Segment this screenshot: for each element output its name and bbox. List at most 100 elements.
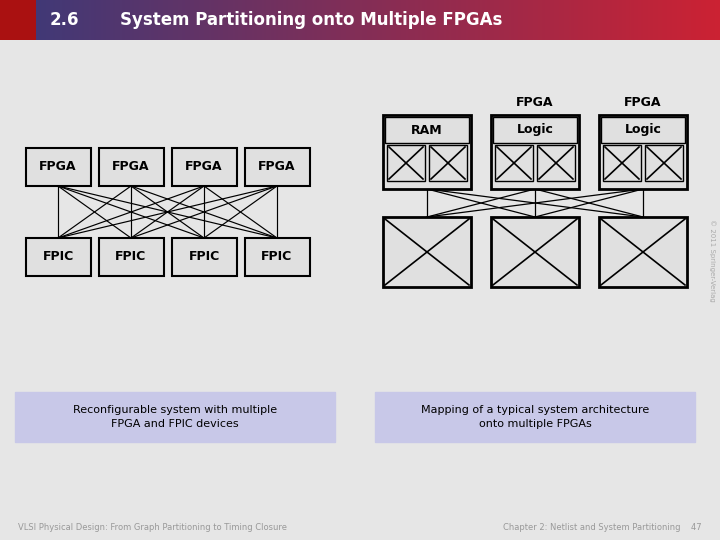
Bar bbox=[662, 0, 666, 40]
Bar bbox=[117, 0, 121, 40]
Bar bbox=[718, 0, 720, 40]
Bar bbox=[15, 392, 335, 442]
Bar bbox=[225, 0, 229, 40]
Bar bbox=[283, 0, 287, 40]
Bar bbox=[379, 0, 382, 40]
Bar bbox=[612, 0, 616, 40]
Bar bbox=[682, 0, 685, 40]
Bar bbox=[518, 0, 522, 40]
Bar bbox=[382, 0, 385, 40]
Bar bbox=[53, 0, 56, 40]
Bar bbox=[552, 0, 555, 40]
Bar bbox=[60, 0, 63, 40]
Bar bbox=[410, 0, 414, 40]
Bar bbox=[485, 0, 488, 40]
Bar bbox=[99, 148, 163, 186]
Bar bbox=[319, 0, 323, 40]
Bar bbox=[528, 0, 531, 40]
Bar bbox=[383, 217, 471, 287]
Bar bbox=[55, 0, 58, 40]
Bar bbox=[439, 0, 443, 40]
Bar bbox=[41, 0, 44, 40]
Bar bbox=[0, 0, 36, 40]
Bar bbox=[387, 0, 390, 40]
Bar bbox=[559, 0, 562, 40]
Bar bbox=[228, 0, 231, 40]
Bar bbox=[214, 0, 217, 40]
Bar bbox=[149, 0, 152, 40]
Bar bbox=[25, 238, 91, 276]
Bar bbox=[547, 0, 551, 40]
Bar bbox=[557, 0, 560, 40]
Bar bbox=[353, 0, 356, 40]
Bar bbox=[326, 0, 330, 40]
Bar bbox=[243, 0, 246, 40]
Bar bbox=[523, 0, 526, 40]
Bar bbox=[698, 0, 702, 40]
Bar bbox=[29, 0, 32, 40]
Bar bbox=[86, 0, 90, 40]
Bar bbox=[271, 0, 274, 40]
Bar bbox=[65, 0, 68, 40]
Bar bbox=[648, 0, 652, 40]
Bar bbox=[387, 145, 425, 181]
Bar bbox=[12, 0, 15, 40]
Bar bbox=[19, 0, 22, 40]
Bar bbox=[302, 0, 306, 40]
Bar bbox=[24, 0, 27, 40]
Bar bbox=[639, 0, 642, 40]
Text: FPGA: FPGA bbox=[185, 160, 222, 173]
Bar bbox=[22, 0, 25, 40]
Bar bbox=[305, 0, 308, 40]
Bar bbox=[360, 0, 364, 40]
Bar bbox=[70, 0, 73, 40]
Bar bbox=[312, 0, 315, 40]
Bar bbox=[490, 0, 493, 40]
Bar bbox=[132, 0, 135, 40]
Bar bbox=[480, 0, 483, 40]
Bar bbox=[50, 0, 54, 40]
Bar bbox=[511, 0, 515, 40]
Bar bbox=[600, 0, 603, 40]
Bar bbox=[202, 0, 205, 40]
Bar bbox=[101, 0, 104, 40]
Bar bbox=[252, 0, 256, 40]
Bar bbox=[81, 0, 85, 40]
Bar bbox=[171, 148, 236, 186]
Bar bbox=[63, 0, 66, 40]
Bar bbox=[367, 0, 371, 40]
Bar bbox=[48, 0, 51, 40]
Bar bbox=[264, 0, 267, 40]
Bar bbox=[603, 145, 641, 181]
Bar bbox=[175, 0, 179, 40]
Bar bbox=[470, 0, 474, 40]
Bar bbox=[389, 0, 392, 40]
Bar bbox=[636, 0, 639, 40]
Bar bbox=[691, 0, 695, 40]
Bar bbox=[115, 0, 119, 40]
Bar bbox=[590, 0, 594, 40]
Bar bbox=[405, 0, 409, 40]
Bar bbox=[391, 0, 395, 40]
Bar bbox=[574, 0, 577, 40]
Bar bbox=[605, 0, 608, 40]
Bar bbox=[581, 0, 584, 40]
Bar bbox=[377, 0, 380, 40]
Bar bbox=[701, 0, 704, 40]
Bar bbox=[163, 0, 166, 40]
Bar bbox=[245, 148, 310, 186]
Bar bbox=[341, 0, 344, 40]
Bar bbox=[331, 0, 335, 40]
Bar bbox=[7, 0, 11, 40]
Bar bbox=[408, 0, 411, 40]
Bar bbox=[614, 0, 618, 40]
Bar bbox=[538, 0, 541, 40]
Bar bbox=[495, 145, 533, 181]
Bar bbox=[444, 0, 447, 40]
Text: FPGA: FPGA bbox=[516, 96, 554, 109]
Bar bbox=[372, 0, 375, 40]
Bar bbox=[79, 0, 83, 40]
Bar bbox=[394, 0, 397, 40]
Bar bbox=[521, 0, 524, 40]
Bar bbox=[509, 0, 512, 40]
